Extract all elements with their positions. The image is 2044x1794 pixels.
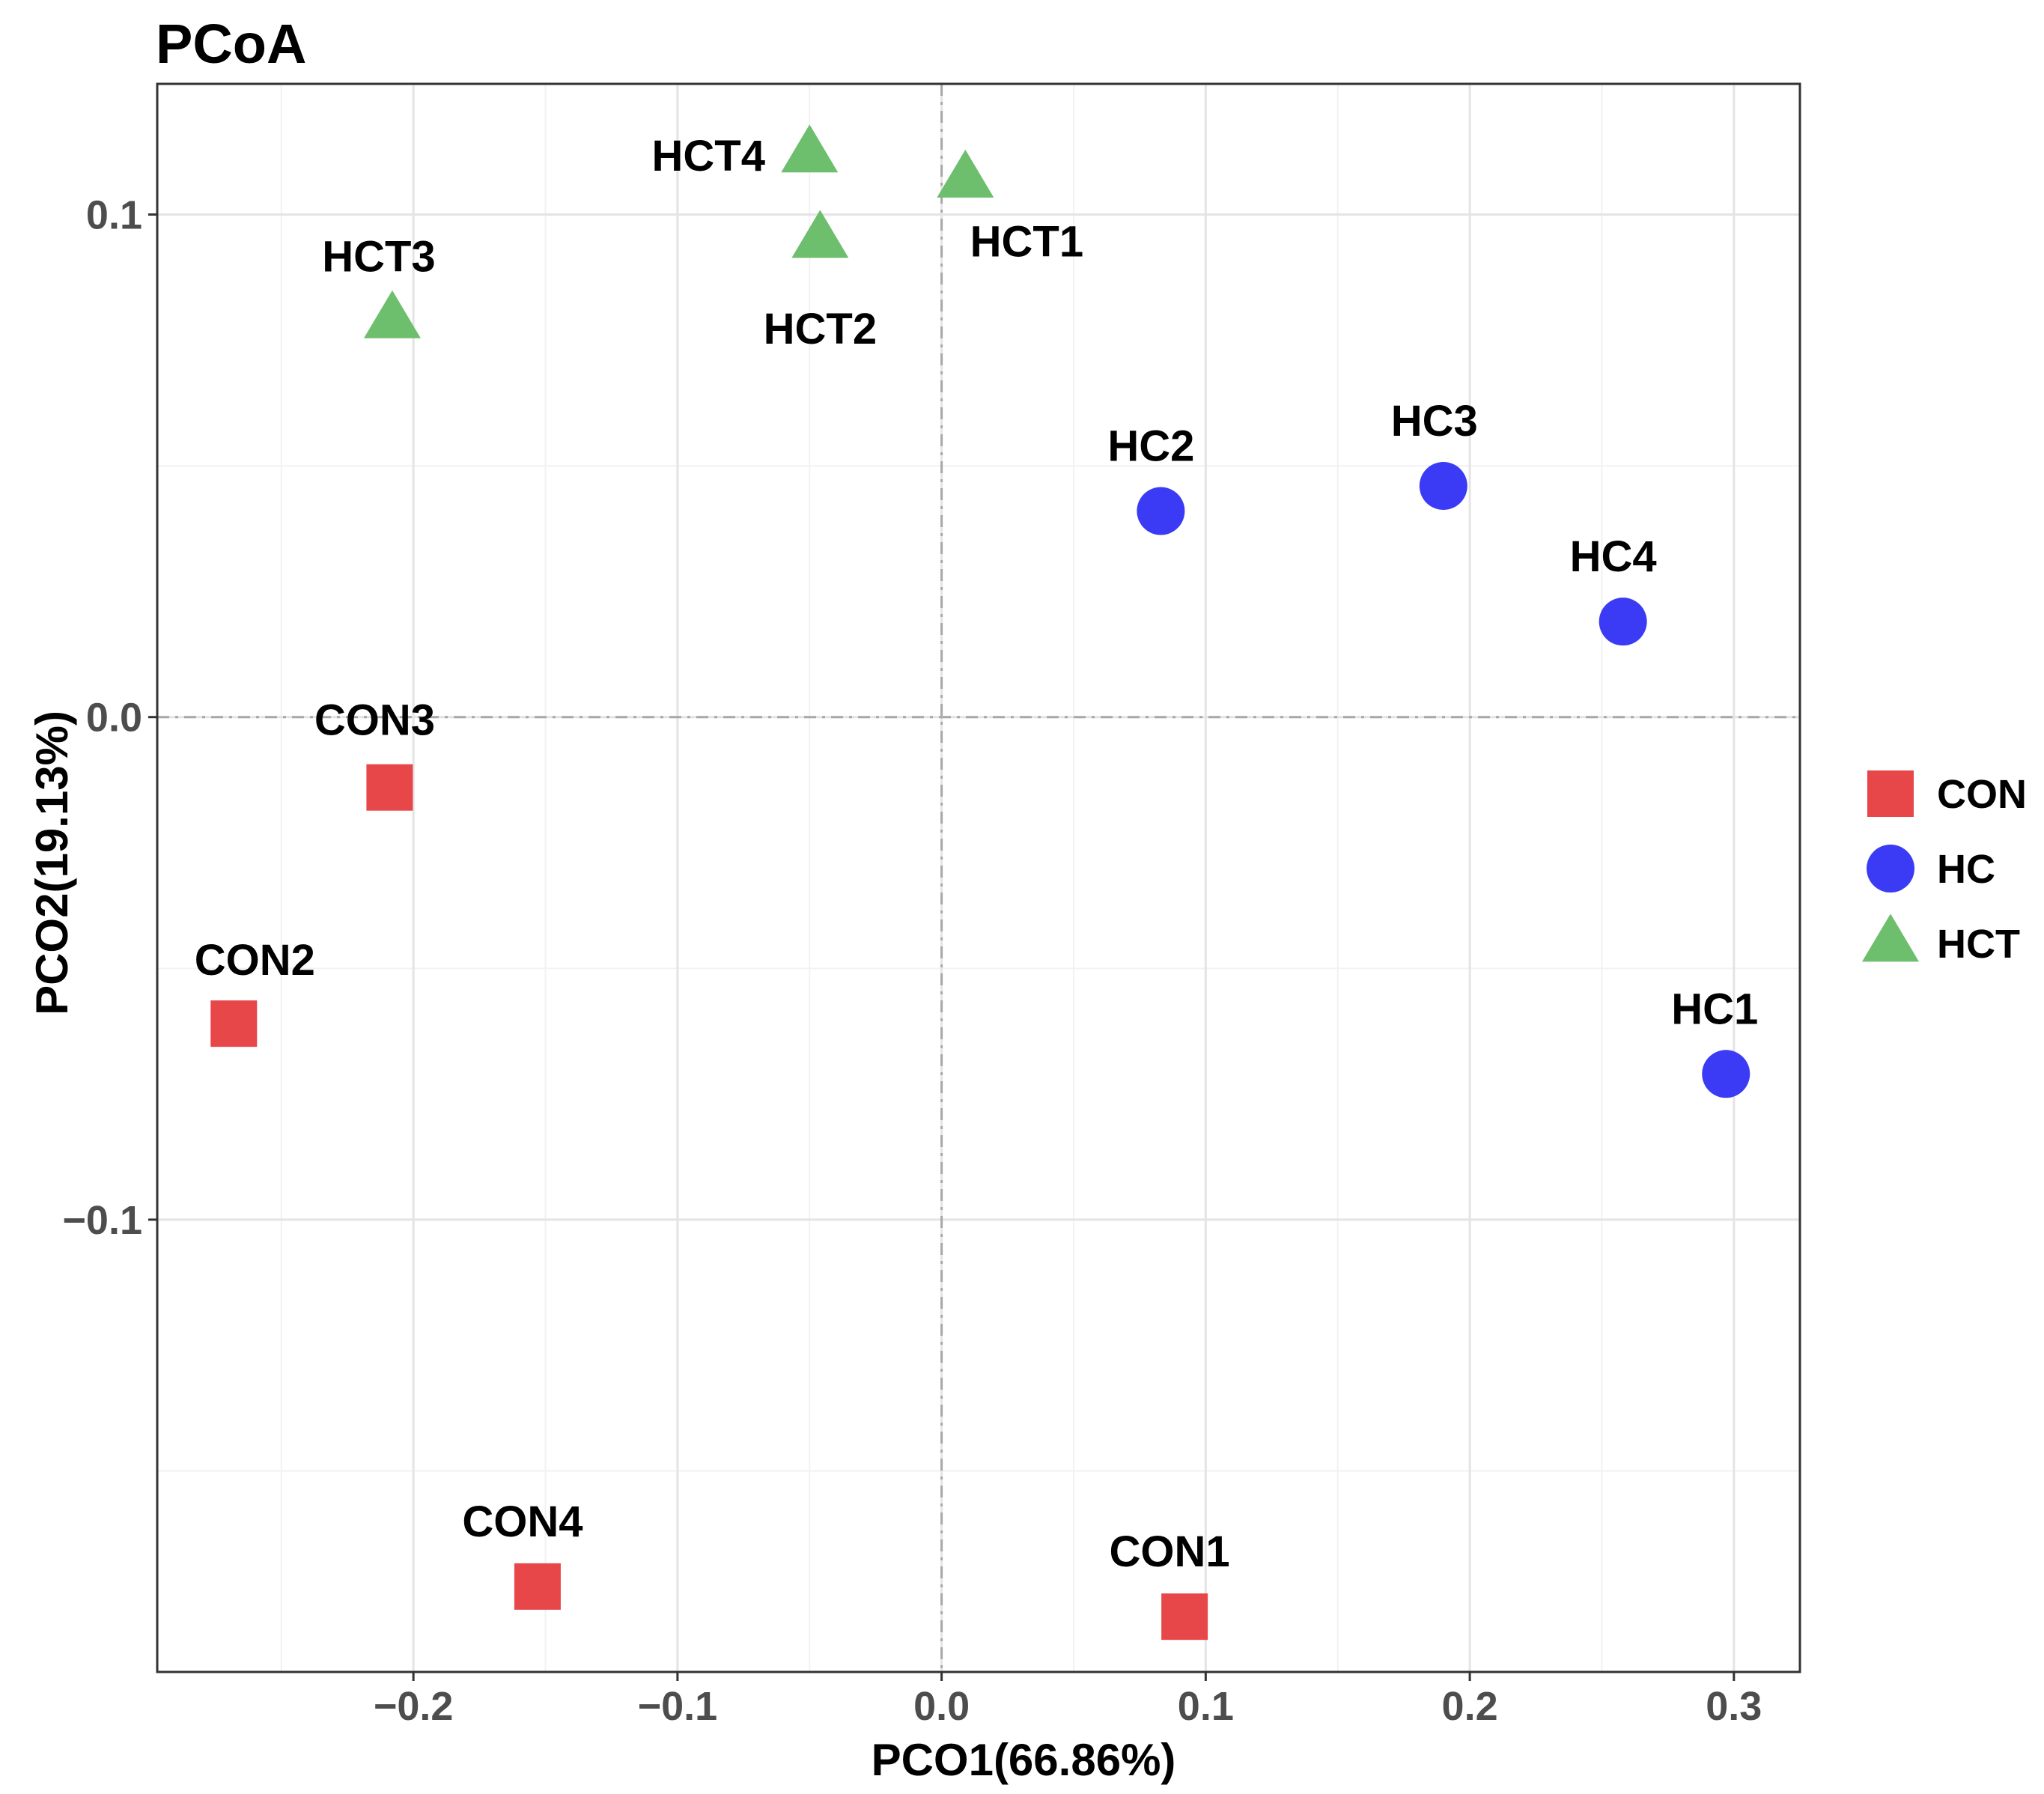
point-hc1 xyxy=(1702,1050,1751,1098)
y-tick-label: 0.0 xyxy=(86,696,142,741)
point-label-con3: CON3 xyxy=(314,696,435,745)
y-tick-label: −0.1 xyxy=(62,1198,142,1243)
x-tick-label: 0.1 xyxy=(1178,1684,1234,1729)
x-tick-label: 0.2 xyxy=(1442,1684,1498,1729)
point-hc3 xyxy=(1419,461,1467,510)
point-hct4 xyxy=(781,124,839,173)
point-con4 xyxy=(514,1563,561,1610)
point-label-hct1: HCT1 xyxy=(970,218,1083,267)
legend-key-hct xyxy=(1862,913,1919,962)
axis-ticks: −0.2 −0.1 0.0 0.1 0.2 0.3 0.1 0.0 −0.1 xyxy=(62,193,1762,1729)
point-label-hc1: HC1 xyxy=(1671,985,1758,1033)
point-label-hc2: HC2 xyxy=(1107,422,1194,471)
point-label-hct2: HCT2 xyxy=(764,305,877,353)
point-label-hct3: HCT3 xyxy=(322,232,435,281)
grid xyxy=(157,84,1800,1672)
chart-title: PCoA xyxy=(156,13,306,75)
x-tick-label: −0.2 xyxy=(374,1684,454,1729)
y-axis-title: PCO2(19.13%) xyxy=(27,711,77,1015)
legend-item-hc: HC xyxy=(1867,845,1995,893)
reference-lines xyxy=(157,84,1800,1672)
plot-panel-border xyxy=(156,82,1801,1673)
point-hct2 xyxy=(791,210,849,258)
x-tick-label: −0.1 xyxy=(638,1684,718,1729)
point-hc4 xyxy=(1599,598,1647,646)
point-label-con4: CON4 xyxy=(462,1497,583,1546)
legend: CON HC HCT xyxy=(1862,770,2027,967)
data-points xyxy=(210,124,1751,1641)
x-axis-title: PCO1(66.86%) xyxy=(872,1735,1176,1785)
legend-label-hc: HC xyxy=(1937,847,1995,892)
legend-item-con: CON xyxy=(1867,770,2027,817)
legend-key-hc xyxy=(1867,845,1914,893)
legend-item-hct: HCT xyxy=(1862,913,2020,967)
y-tick-label: 0.1 xyxy=(86,193,142,238)
point-label-hc4: HC4 xyxy=(1570,532,1657,581)
x-tick-label: 0.3 xyxy=(1706,1684,1762,1729)
legend-label-con: CON xyxy=(1937,772,2027,817)
point-hct1 xyxy=(937,149,994,198)
point-hct3 xyxy=(363,290,421,338)
point-label-con1: CON1 xyxy=(1110,1527,1230,1576)
point-con2 xyxy=(210,1000,258,1047)
x-tick-label: 0.0 xyxy=(913,1684,970,1729)
point-con3 xyxy=(366,764,413,811)
plot-panel xyxy=(157,84,1800,1672)
point-hc2 xyxy=(1137,487,1185,535)
legend-key-con xyxy=(1867,770,1914,817)
point-label-hc3: HC3 xyxy=(1391,397,1478,446)
legend-label-hct: HCT xyxy=(1937,922,2020,967)
point-con1 xyxy=(1161,1593,1208,1641)
point-label-hct4: HCT4 xyxy=(652,132,765,180)
point-label-con2: CON2 xyxy=(195,936,315,985)
point-labels: CON1 CON2 CON3 CON4 HC1 HC2 HC3 HC4 HCT1 HCT2 HCT3… xyxy=(195,132,1759,1576)
